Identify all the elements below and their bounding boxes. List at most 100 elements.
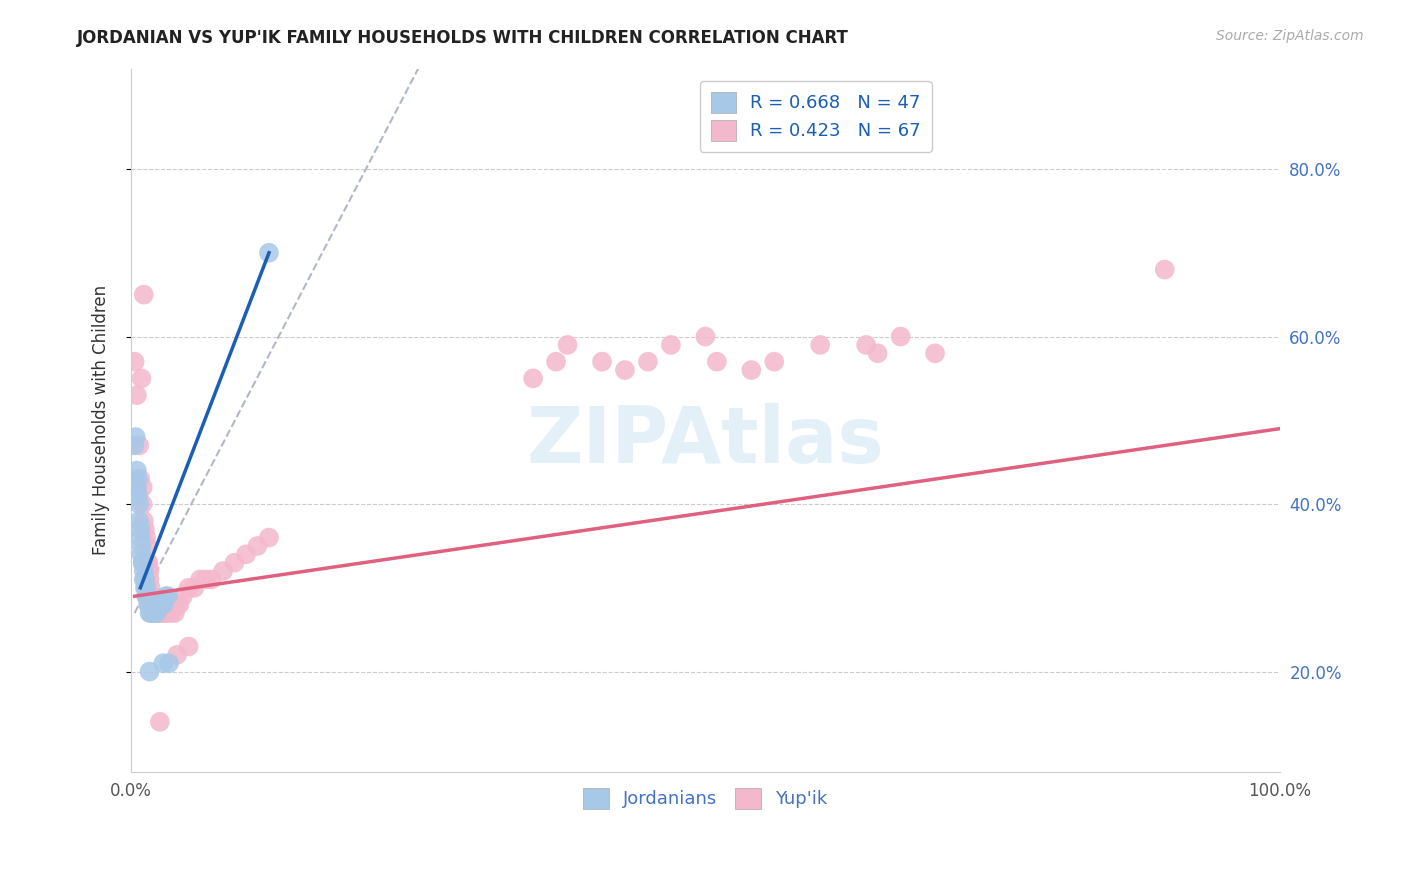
Point: [146, 606, 169, 620]
Point: [172, 589, 194, 603]
Point: [134, 581, 156, 595]
Point: [135, 581, 157, 595]
Point: [142, 606, 165, 620]
Point: [132, 573, 155, 587]
Point: [143, 606, 166, 620]
Point: [138, 606, 160, 620]
Point: [125, 472, 148, 486]
Point: [740, 363, 762, 377]
Point: [136, 539, 159, 553]
Point: [163, 606, 186, 620]
Point: [132, 564, 155, 578]
Point: [131, 371, 153, 385]
Point: [128, 514, 150, 528]
Point: [166, 648, 188, 662]
Point: [134, 522, 156, 536]
Point: [155, 589, 177, 603]
Point: [136, 556, 159, 570]
Point: [138, 598, 160, 612]
Point: [160, 606, 183, 620]
Text: Source: ZipAtlas.com: Source: ZipAtlas.com: [1216, 29, 1364, 43]
Point: [124, 438, 146, 452]
Point: [129, 531, 152, 545]
Point: [138, 665, 160, 679]
Point: [194, 573, 217, 587]
Point: [177, 581, 200, 595]
Point: [246, 539, 269, 553]
Point: [890, 329, 912, 343]
Point: [1153, 262, 1175, 277]
Point: [156, 589, 179, 603]
Point: [139, 581, 162, 595]
Point: [145, 606, 167, 620]
Text: JORDANIAN VS YUP'IK FAMILY HOUSEHOLDS WITH CHILDREN CORRELATION CHART: JORDANIAN VS YUP'IK FAMILY HOUSEHOLDS WI…: [77, 29, 849, 46]
Point: [131, 480, 153, 494]
Point: [763, 354, 786, 368]
Point: [134, 573, 156, 587]
Point: [146, 598, 169, 612]
Point: [149, 606, 172, 620]
Point: [127, 472, 149, 486]
Point: [127, 489, 149, 503]
Point: [139, 589, 162, 603]
Point: [169, 598, 191, 612]
Point: [706, 354, 728, 368]
Point: [139, 606, 162, 620]
Point: [855, 338, 877, 352]
Point: [143, 598, 166, 612]
Point: [124, 354, 146, 368]
Point: [150, 598, 173, 612]
Point: [149, 598, 172, 612]
Point: [177, 640, 200, 654]
Point: [138, 598, 160, 612]
Point: [131, 556, 153, 570]
Point: [152, 656, 174, 670]
Point: [183, 581, 205, 595]
Point: [141, 589, 163, 603]
Point: [136, 589, 159, 603]
Point: [148, 598, 170, 612]
Point: [152, 598, 174, 612]
Point: [138, 573, 160, 587]
Point: [544, 354, 567, 368]
Point: [141, 606, 163, 620]
Y-axis label: Family Households with Children: Family Households with Children: [93, 285, 110, 556]
Point: [152, 606, 174, 620]
Point: [125, 464, 148, 478]
Point: [522, 371, 544, 385]
Point: [557, 338, 579, 352]
Point: [138, 598, 160, 612]
Point: [224, 556, 246, 570]
Point: [138, 556, 160, 570]
Point: [132, 287, 155, 301]
Point: [591, 354, 613, 368]
Point: [128, 438, 150, 452]
Point: [866, 346, 889, 360]
Point: [155, 606, 177, 620]
Point: [257, 531, 280, 545]
Point: [200, 573, 222, 587]
Point: [131, 497, 153, 511]
Point: [125, 388, 148, 402]
Point: [138, 564, 160, 578]
Point: [145, 606, 167, 620]
Point: [150, 606, 173, 620]
Point: [157, 656, 180, 670]
Point: [808, 338, 831, 352]
Point: [149, 714, 172, 729]
Text: ZIPAtlas: ZIPAtlas: [527, 403, 884, 479]
Point: [166, 598, 188, 612]
Point: [143, 606, 166, 620]
Point: [131, 539, 153, 553]
Point: [924, 346, 946, 360]
Point: [235, 547, 257, 561]
Point: [150, 606, 173, 620]
Point: [125, 480, 148, 494]
Point: [129, 522, 152, 536]
Point: [131, 556, 153, 570]
Point: [150, 598, 173, 612]
Point: [637, 354, 659, 368]
Point: [614, 363, 637, 377]
Point: [129, 472, 152, 486]
Point: [135, 531, 157, 545]
